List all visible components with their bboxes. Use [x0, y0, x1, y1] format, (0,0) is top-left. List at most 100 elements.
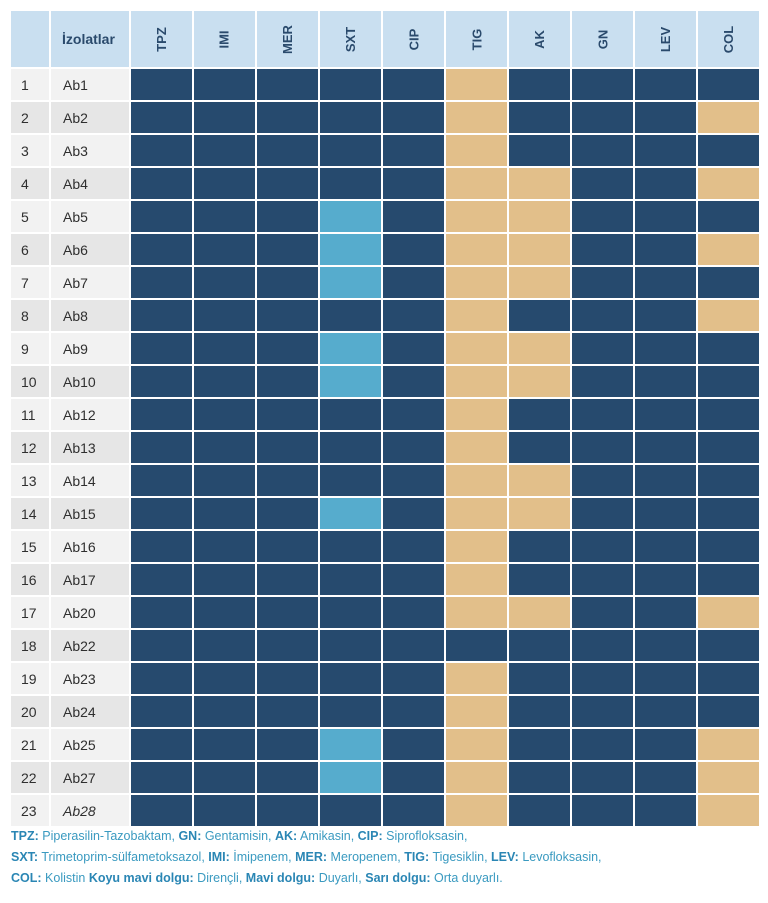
result-cell-ak [509, 300, 570, 331]
result-cell-ak [509, 498, 570, 529]
result-cell-mer [257, 597, 318, 628]
result-cell-mer [257, 432, 318, 463]
result-cell-col [698, 630, 759, 661]
result-cell-cip [383, 597, 444, 628]
result-cell-mer [257, 465, 318, 496]
isolate-name: Ab3 [51, 135, 129, 166]
result-cell-tig [446, 564, 507, 595]
result-cell-lev [635, 465, 696, 496]
result-cell-cip [383, 333, 444, 364]
result-cell-gn [572, 531, 633, 562]
result-cell-sxt [320, 663, 381, 694]
legend-key: TPZ: [11, 829, 39, 843]
table-row: 15 Ab16 [11, 531, 759, 562]
table-row: 16 Ab17 [11, 564, 759, 595]
legend-key: Sarı dolgu: [365, 871, 431, 885]
susceptibility-table: İzolatlar TPZ IMI MER SXT CIP TIG AK GN LEV COL 1… [9, 9, 761, 828]
legend-text: Gentamisin, [201, 829, 275, 843]
result-cell-imi [194, 630, 255, 661]
result-cell-lev [635, 729, 696, 760]
result-cell-mer [257, 762, 318, 793]
row-number: 9 [11, 333, 49, 364]
result-cell-sxt [320, 564, 381, 595]
result-cell-tpz [131, 234, 192, 265]
result-cell-mer [257, 399, 318, 430]
result-cell-col [698, 531, 759, 562]
legend-text: Siprofloksasin, [382, 829, 468, 843]
result-cell-cip [383, 267, 444, 298]
isolate-name: Ab13 [51, 432, 129, 463]
result-cell-imi [194, 399, 255, 430]
table-row: 18 Ab22 [11, 630, 759, 661]
legend-key: MER: [295, 850, 328, 864]
isolate-name: Ab17 [51, 564, 129, 595]
result-cell-lev [635, 135, 696, 166]
result-cell-ak [509, 135, 570, 166]
result-cell-imi [194, 696, 255, 727]
result-cell-ak [509, 531, 570, 562]
result-cell-col [698, 168, 759, 199]
result-cell-cip [383, 498, 444, 529]
result-cell-tpz [131, 762, 192, 793]
result-cell-sxt [320, 267, 381, 298]
isolate-name: Ab2 [51, 102, 129, 133]
result-cell-tpz [131, 498, 192, 529]
result-cell-tig [446, 234, 507, 265]
row-number: 15 [11, 531, 49, 562]
row-number: 2 [11, 102, 49, 133]
legend-key: IMI: [208, 850, 230, 864]
legend-key: AK: [275, 829, 298, 843]
result-cell-imi [194, 663, 255, 694]
row-number: 20 [11, 696, 49, 727]
result-cell-mer [257, 696, 318, 727]
legend-text: Orta duyarlı. [430, 871, 503, 885]
result-cell-tig [446, 399, 507, 430]
result-cell-lev [635, 663, 696, 694]
isolate-name: Ab6 [51, 234, 129, 265]
table-row: 20 Ab24 [11, 696, 759, 727]
column-header-gn: GN [572, 11, 633, 67]
result-cell-col [698, 663, 759, 694]
column-header-label: TPZ [154, 26, 169, 52]
result-cell-gn [572, 465, 633, 496]
result-cell-mer [257, 234, 318, 265]
result-cell-col [698, 69, 759, 100]
result-cell-imi [194, 531, 255, 562]
result-cell-imi [194, 498, 255, 529]
result-cell-ak [509, 663, 570, 694]
result-cell-cip [383, 762, 444, 793]
legend-key: SXT: [11, 850, 39, 864]
result-cell-mer [257, 333, 318, 364]
result-cell-imi [194, 168, 255, 199]
column-header-label: TIG [468, 28, 484, 50]
result-cell-sxt [320, 762, 381, 793]
table-row: 7 Ab7 [11, 267, 759, 298]
result-cell-sxt [320, 432, 381, 463]
legend-text: Tigesiklin, [429, 850, 492, 864]
legend-text: İmipenem, [229, 850, 296, 864]
isolate-name: Ab8 [51, 300, 129, 331]
result-cell-imi [194, 267, 255, 298]
table-row: 8 Ab8 [11, 300, 759, 331]
table-row: 22 Ab27 [11, 762, 759, 793]
result-cell-gn [572, 432, 633, 463]
result-cell-cip [383, 564, 444, 595]
column-header-label: AK [532, 29, 547, 49]
result-cell-sxt [320, 399, 381, 430]
result-cell-ak [509, 366, 570, 397]
row-number: 8 [11, 300, 49, 331]
legend-text: Kolistin [41, 871, 89, 885]
result-cell-mer [257, 201, 318, 232]
result-cell-cip [383, 69, 444, 100]
row-number: 10 [11, 366, 49, 397]
result-cell-tig [446, 201, 507, 232]
result-cell-ak [509, 102, 570, 133]
result-cell-cip [383, 399, 444, 430]
result-cell-ak [509, 432, 570, 463]
result-cell-sxt [320, 696, 381, 727]
result-cell-cip [383, 102, 444, 133]
result-cell-lev [635, 234, 696, 265]
result-cell-imi [194, 366, 255, 397]
result-cell-ak [509, 630, 570, 661]
corner-cell [11, 11, 49, 67]
